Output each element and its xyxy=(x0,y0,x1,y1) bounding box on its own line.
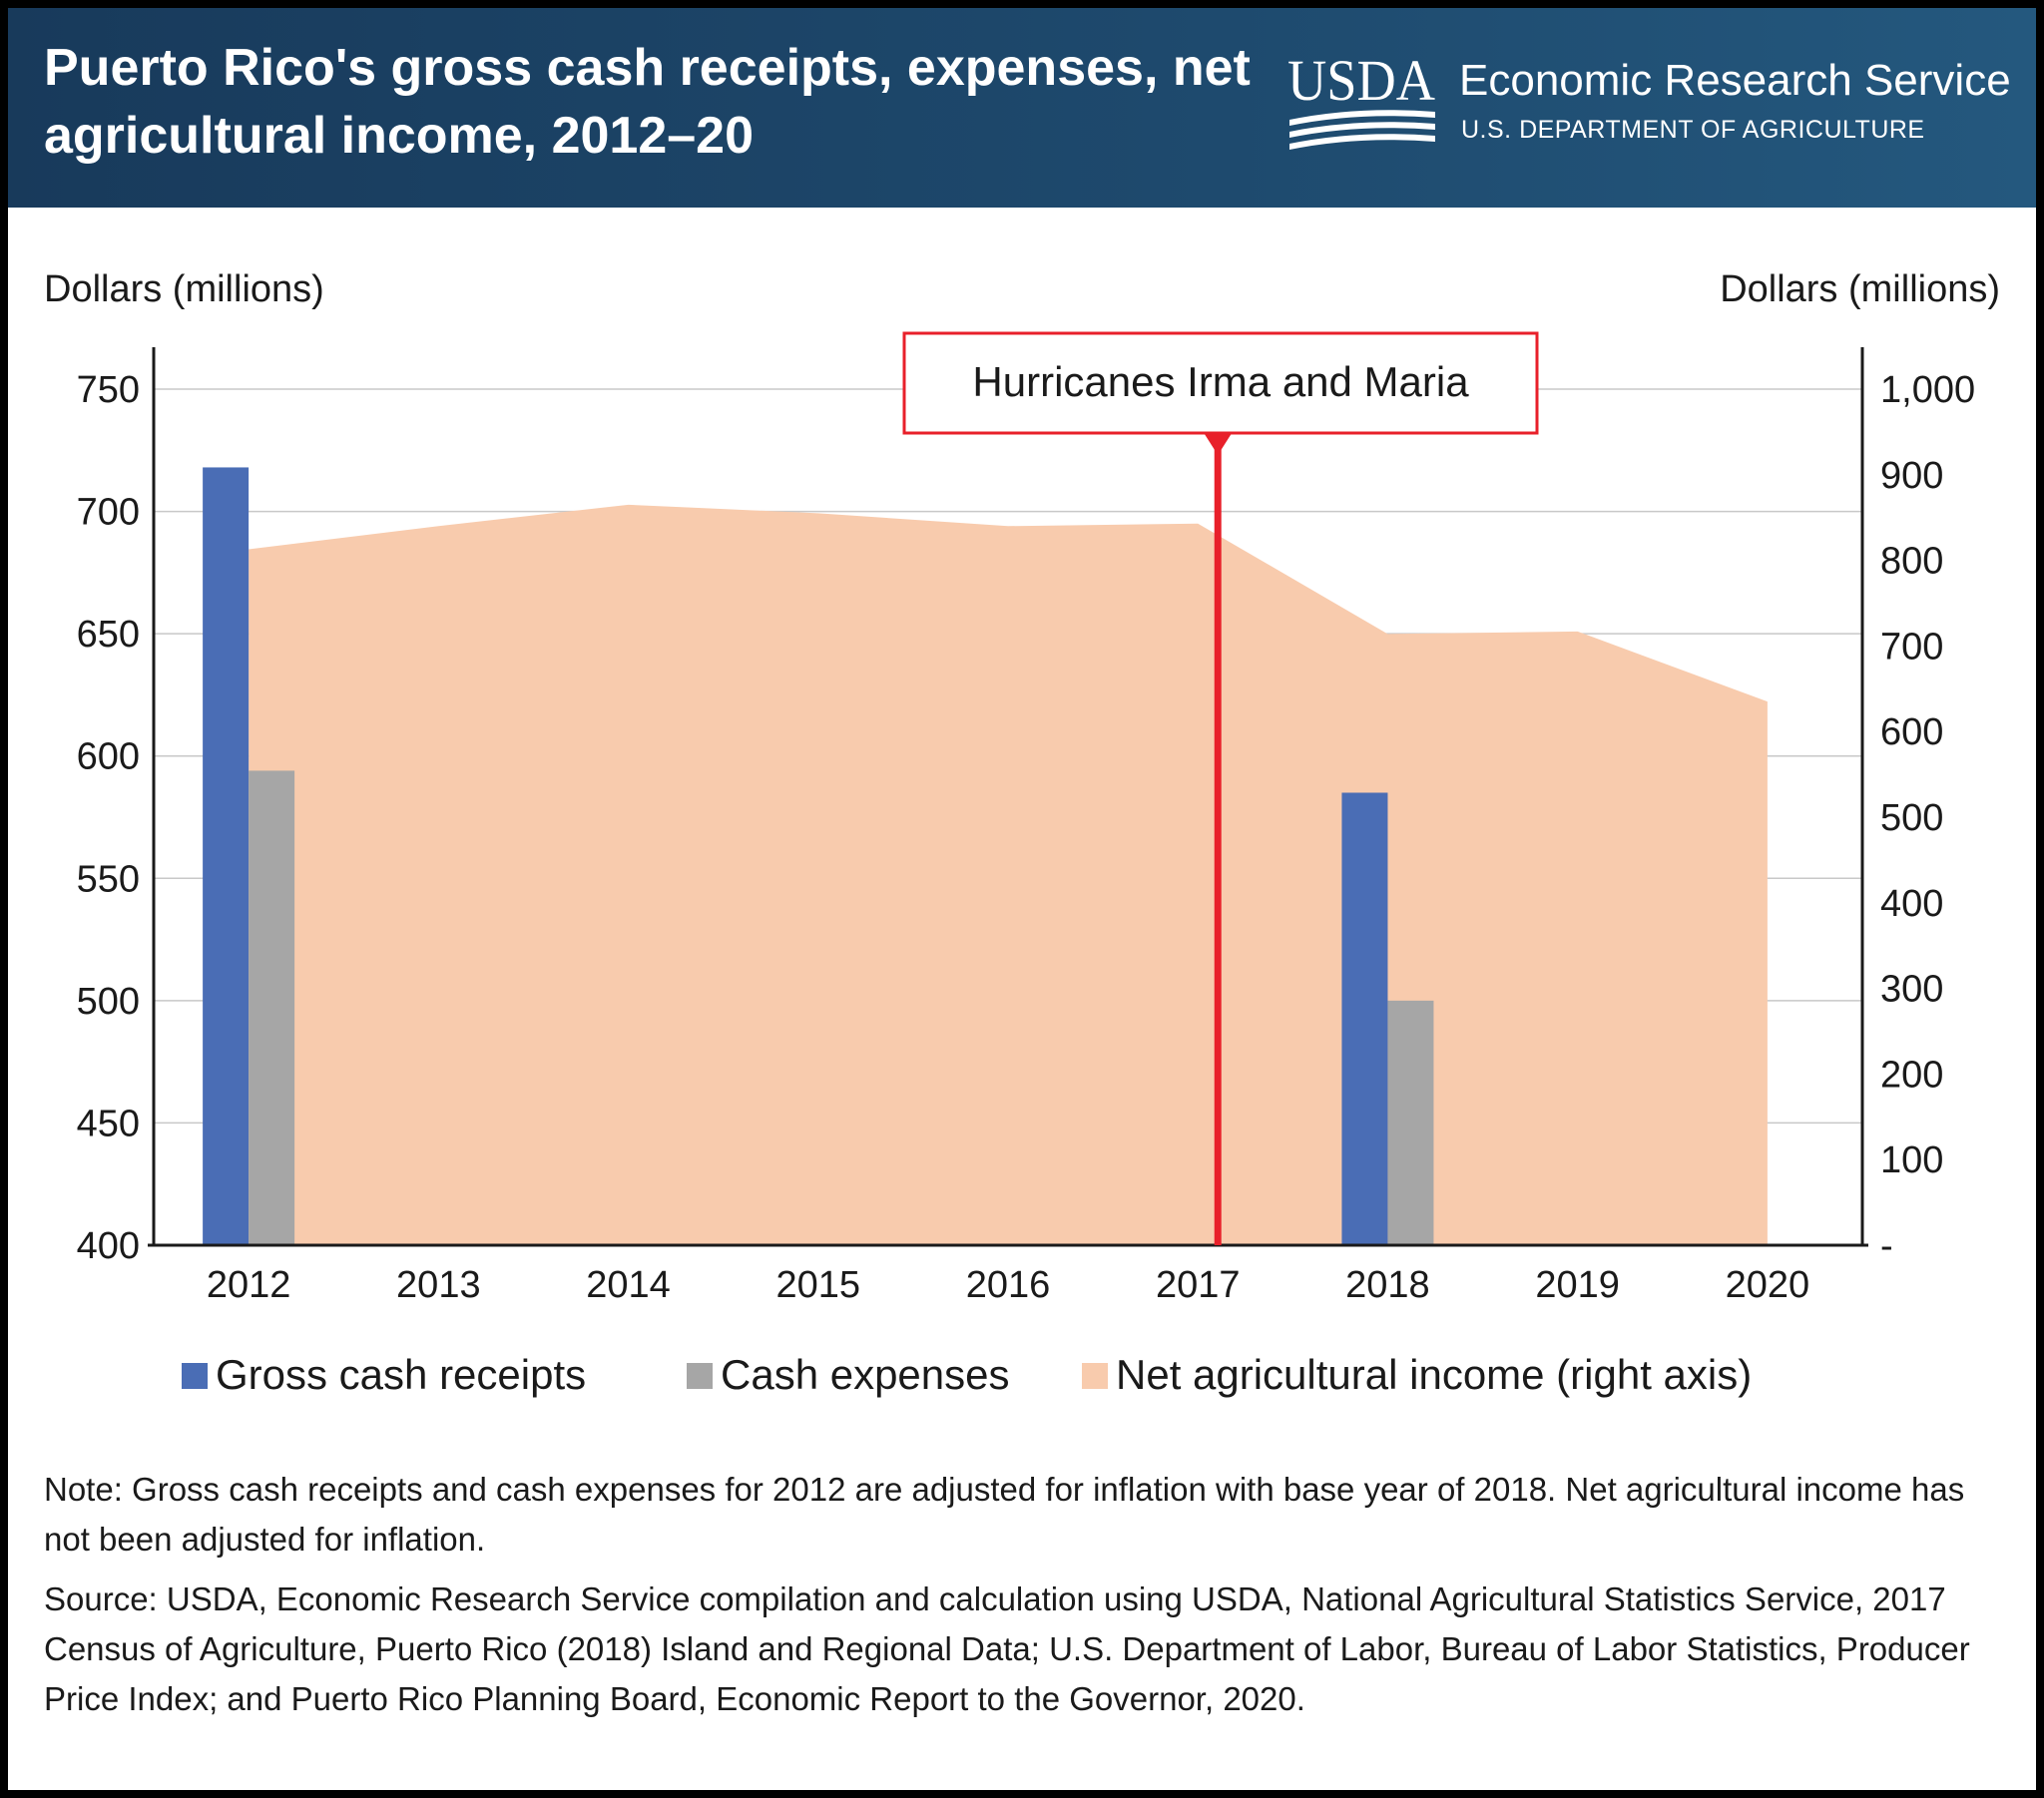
figure-frame: Puerto Rico's gross cash receipts, expen… xyxy=(8,8,2036,1790)
chart-title: Puerto Rico's gross cash receipts, expen… xyxy=(44,39,1251,165)
hurricane-marker-pointer xyxy=(1204,433,1233,455)
legend-label: Net agricultural income (right axis) xyxy=(1116,1351,1752,1398)
right-tick-label: 900 xyxy=(1880,455,1943,497)
x-tick-label: 2019 xyxy=(1535,1264,1620,1306)
right-tick-label: 400 xyxy=(1880,883,1943,925)
left-tick-label: 450 xyxy=(77,1103,140,1144)
right-tick-label: 600 xyxy=(1880,711,1943,753)
legend-swatch xyxy=(1082,1363,1108,1389)
x-tick-label: 2015 xyxy=(776,1264,861,1306)
left-axis-title: Dollars (millions) xyxy=(44,268,324,310)
left-tick-label: 750 xyxy=(77,369,140,411)
right-axis-title: Dollars (millions) xyxy=(1720,268,2000,310)
hurricane-callout-label: Hurricanes Irma and Maria xyxy=(972,358,1469,405)
note-text: Note: Gross cash receipts and cash expen… xyxy=(44,1471,1965,1558)
gross-receipts-bar-2018 xyxy=(1341,792,1388,1245)
header-banner: Puerto Rico's gross cash receipts, expen… xyxy=(8,8,2036,208)
x-tick-label: 2016 xyxy=(966,1264,1051,1306)
usda-logo-icon: USDA xyxy=(1287,48,1435,150)
left-tick-label: 550 xyxy=(77,858,140,900)
left-tick-label: 700 xyxy=(77,492,140,534)
chart-area: Dollars (millions) Dollars (millions) 400 4… xyxy=(44,268,2000,1398)
x-tick-label: 2017 xyxy=(1156,1264,1241,1306)
x-tick-label: 2014 xyxy=(586,1264,671,1306)
left-tick-label: 650 xyxy=(77,614,140,656)
cash-expenses-bar-2012 xyxy=(249,770,295,1245)
right-tick-label: - xyxy=(1880,1225,1893,1267)
right-tick-label: 1,000 xyxy=(1880,369,1975,411)
legend-label: Gross cash receipts xyxy=(216,1351,586,1398)
x-tick-label: 2020 xyxy=(1726,1264,1810,1306)
x-tick-label: 2013 xyxy=(396,1264,481,1306)
right-tick-label: 500 xyxy=(1880,797,1943,839)
cash-expenses-bar-2018 xyxy=(1387,1000,1434,1245)
right-tick-label: 200 xyxy=(1880,1054,1943,1096)
usda-logo-text: USDA xyxy=(1287,48,1435,113)
right-tick-label: 100 xyxy=(1880,1139,1943,1181)
right-tick-label: 700 xyxy=(1880,626,1943,668)
hurricane-callout-box xyxy=(902,331,1539,435)
department-name: U.S. DEPARTMENT OF AGRICULTURE xyxy=(1461,116,1925,144)
source-text: Source: USDA, Economic Research Service … xyxy=(44,1580,1970,1717)
legend-swatch xyxy=(182,1363,208,1389)
x-tick-label: 2018 xyxy=(1345,1264,1430,1306)
gross-receipts-bar-2012 xyxy=(203,467,250,1246)
left-tick-label: 600 xyxy=(77,736,140,778)
left-tick-label: 500 xyxy=(77,981,140,1023)
legend-label: Cash expenses xyxy=(721,1351,1010,1398)
right-tick-label: 300 xyxy=(1880,969,1943,1011)
agency-name: Economic Research Service xyxy=(1459,56,2011,105)
x-tick-label: 2012 xyxy=(207,1264,291,1306)
left-tick-label: 400 xyxy=(77,1225,140,1267)
net-income-area xyxy=(249,504,1768,1246)
right-tick-label: 800 xyxy=(1880,541,1943,583)
legend-swatch xyxy=(687,1363,713,1389)
